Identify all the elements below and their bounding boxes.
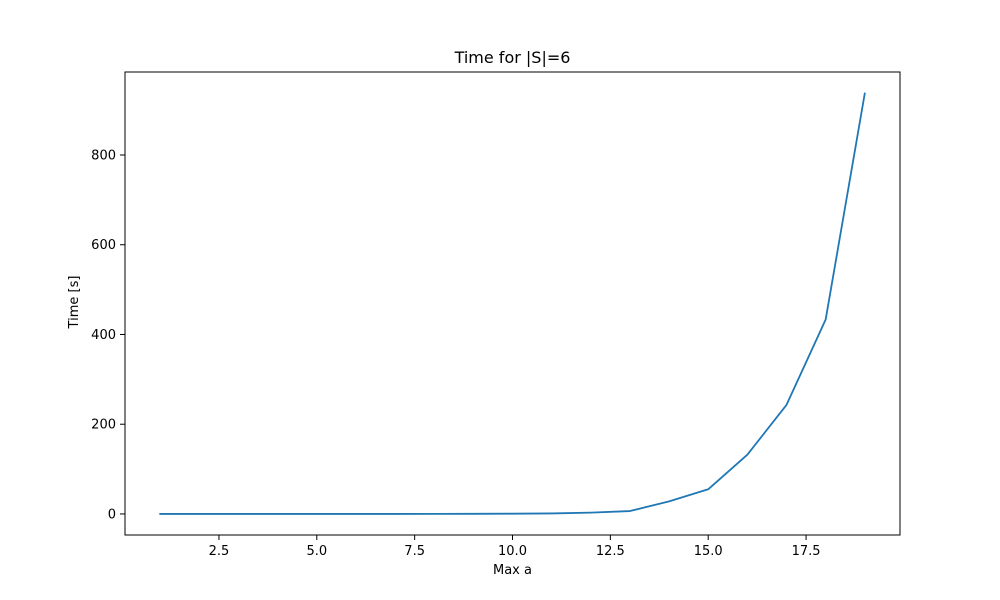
x-tick-label: 15.0 [694,544,723,559]
x-tick-label: 12.5 [596,544,625,559]
chart-title: Time for |S|=6 [454,48,571,67]
axes-frame [124,71,901,536]
plot-area: 2.5 5.0 7.5 10.0 12.5 15.0 17.5 0 200 400 600 800 [91,71,901,559]
y-tick-label: 0 [108,507,116,522]
y-tick-label: 600 [91,238,116,253]
x-tick-label: 7.5 [404,544,425,559]
series-line-1 [159,92,866,515]
x-tick-label: 10.0 [498,544,527,559]
y-tick-label: 200 [91,418,116,433]
y-axis-label: Time [s] [67,276,82,330]
x-tick-label: 5.0 [306,544,327,559]
x-tick-label: 17.5 [792,544,821,559]
y-tick-label: 800 [91,149,116,164]
x-tick-label: 2.5 [209,544,230,559]
y-tick-label: 400 [91,328,116,343]
x-axis-label: Max a [493,563,532,578]
